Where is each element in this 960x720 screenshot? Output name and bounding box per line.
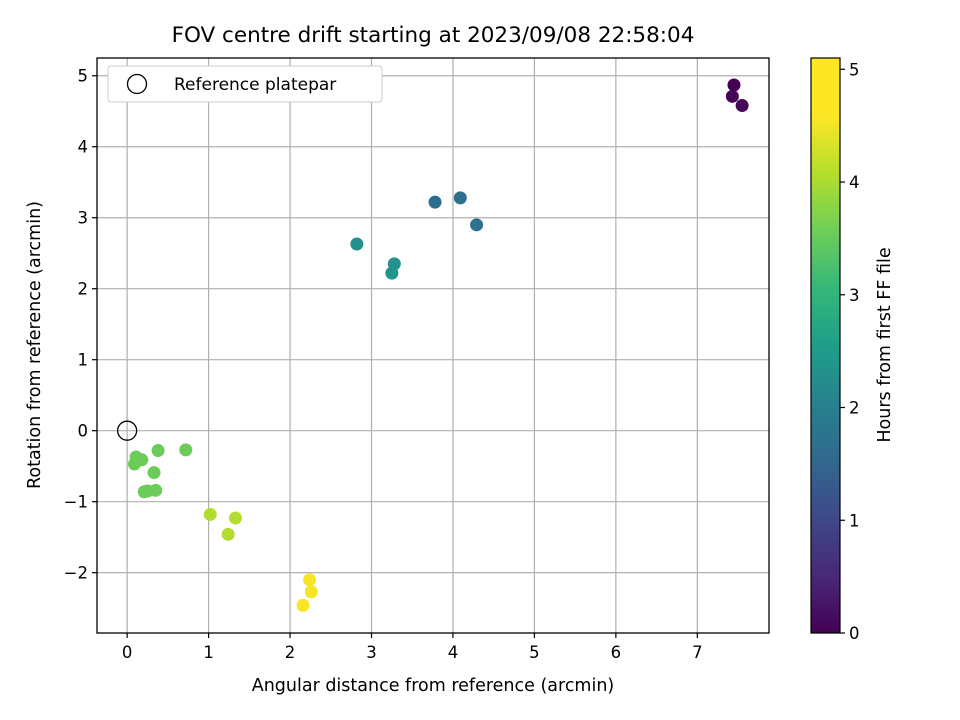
reference-platepar-marker [116,420,138,441]
x-axis-ticks: 0 1 2 3 4 5 6 7 [122,633,703,662]
colorbar: 0 1 2 3 4 5 Hours from first FF file [810,57,895,643]
legend-label: Reference platepar [174,75,336,95]
x-tick-label: 2 [285,643,296,662]
y-tick-label: 2 [78,280,89,299]
colorbar-tick-label: 0 [849,624,860,643]
y-tick-label: 5 [78,67,89,86]
data-point [470,218,484,232]
data-point [179,443,193,457]
x-tick-label: 0 [122,643,133,662]
legend: Reference platepar [107,65,383,103]
data-point [151,444,165,458]
y-tick-label: 0 [78,422,89,441]
data-point [141,484,155,498]
colorbar-label: Hours from first FF file [875,247,895,442]
data-point [385,266,399,280]
grid-lines [97,58,769,633]
y-tick-label: 1 [78,351,89,370]
data-point [727,78,741,92]
chart-title: FOV centre drift starting at 2023/09/08 … [172,23,695,48]
data-point [203,507,217,521]
data-point [296,598,310,612]
data-point [127,457,141,471]
data-point [147,466,161,480]
x-axis-label: Angular distance from reference (arcmin) [252,676,615,696]
data-point [428,195,442,209]
y-tick-label: −2 [64,564,88,583]
colorbar-gradient [811,58,840,633]
data-point [350,237,364,251]
colorbar-ticks: 0 1 2 3 4 5 [840,60,860,643]
legend-marker-open-circle [126,73,148,95]
colorbar-tick-label: 3 [849,286,860,305]
data-point [303,573,317,587]
x-tick-label: 4 [448,643,459,662]
y-tick-label: −1 [64,493,88,512]
plot-frame [96,57,770,634]
x-tick-label: 7 [692,643,703,662]
x-tick-label: 1 [203,643,214,662]
y-axis-label: Rotation from reference (arcmin) [25,201,45,489]
data-point [228,511,242,525]
x-tick-label: 5 [529,643,540,662]
x-tick-label: 3 [366,643,377,662]
colorbar-tick-label: 2 [849,399,860,418]
colorbar-frame [810,57,841,634]
reference-marker [116,420,138,441]
legend-box [107,65,383,103]
data-point [221,527,235,541]
data-point [453,191,467,205]
data-point [725,89,739,103]
y-axis-ticks: −2 −1 0 1 2 3 4 5 [64,67,97,583]
data-points [127,78,749,612]
data-point [304,585,318,599]
colorbar-tick-label: 1 [849,511,860,530]
colorbar-tick-label: 5 [849,60,860,79]
colorbar-tick-label: 4 [849,173,860,192]
y-tick-label: 3 [78,209,89,228]
data-point [735,99,749,113]
x-tick-label: 6 [611,643,622,662]
y-tick-label: 4 [78,138,89,157]
